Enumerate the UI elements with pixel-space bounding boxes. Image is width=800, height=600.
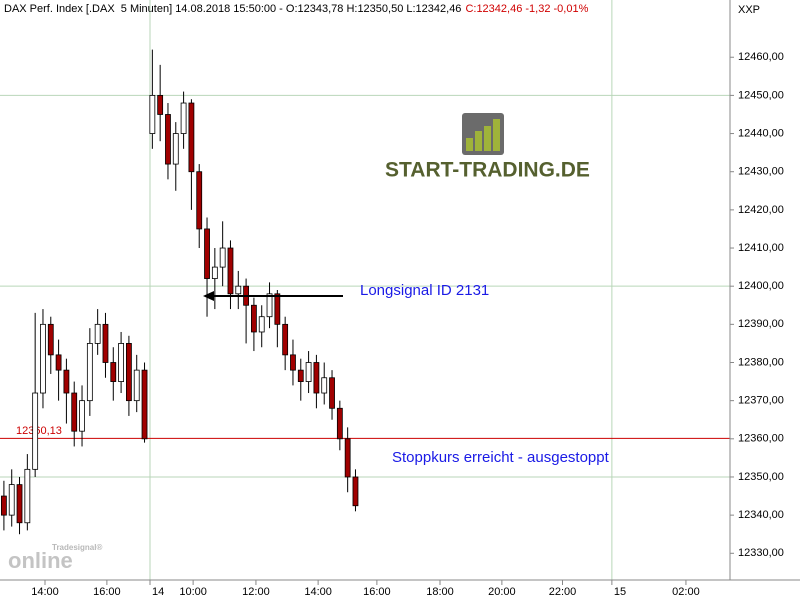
candle-body — [196, 171, 203, 230]
candle-body — [251, 304, 257, 333]
x-tick-label: 10:00 — [179, 586, 207, 598]
x-tick-label: 16:00 — [93, 586, 121, 598]
y-tick-label: 12400,00 — [738, 280, 784, 292]
candle-body — [211, 266, 218, 279]
logo-icon — [462, 113, 504, 155]
y-tick-label: 12380,00 — [738, 356, 784, 368]
x-tick-label: 22:00 — [549, 586, 577, 598]
y-tick-label: 12420,00 — [738, 204, 784, 216]
y-tick-label: 12430,00 — [738, 166, 784, 178]
candle-body — [16, 484, 23, 524]
logo-text: START-TRADING.DE — [385, 159, 590, 182]
candle-body — [71, 392, 78, 432]
candle-body — [274, 293, 281, 325]
candle-body — [165, 114, 171, 165]
candle-body — [172, 133, 179, 165]
x-tick-label: 14 — [152, 586, 164, 598]
candle-body — [1, 495, 7, 516]
reference-label: 12360,13 — [16, 425, 62, 437]
candle-body — [118, 343, 124, 382]
candle-body — [94, 323, 101, 344]
chart-title: DAX Perf. Index [.DAX 5 Minuten] 14.08.2… — [4, 3, 589, 15]
x-tick-label: 02:00 — [672, 586, 700, 598]
y-tick-label: 12360,00 — [738, 433, 784, 445]
x-tick-label: 14:00 — [304, 586, 332, 598]
candle-body — [79, 400, 85, 432]
x-tick-label: 15 — [614, 586, 626, 598]
candles: 12360,13 — [0, 49, 730, 535]
x-tick-label: 20:00 — [488, 586, 516, 598]
y-tick-label: 12390,00 — [738, 318, 784, 330]
candle-body — [258, 316, 265, 333]
candle-body — [204, 228, 210, 279]
y-tick-label: 12440,00 — [738, 127, 784, 139]
candle-body — [313, 362, 320, 394]
candle-body — [266, 293, 273, 318]
watermark: online — [8, 548, 73, 573]
x-tick-label: 18:00 — [426, 586, 454, 598]
candle-body — [282, 323, 289, 356]
candle-body — [157, 94, 164, 115]
candle-body — [352, 476, 359, 507]
candle-body — [110, 362, 117, 382]
y-tick-label: 12450,00 — [738, 89, 784, 101]
axis-label: XXP — [738, 4, 760, 16]
candle-body — [305, 362, 312, 382]
candle-body — [86, 343, 93, 402]
candle-body — [329, 377, 335, 409]
x-tick-label: 12:00 — [242, 586, 270, 598]
y-tick-label: 12350,00 — [738, 471, 784, 483]
candle-body — [227, 247, 234, 295]
candle-body — [55, 354, 62, 371]
arrow — [203, 291, 343, 301]
y-tick-label: 12410,00 — [738, 242, 784, 254]
candle-body — [32, 392, 39, 470]
candle-body — [297, 369, 304, 382]
x-tick-label: 16:00 — [363, 586, 391, 598]
y-tick-label: 12340,00 — [738, 509, 784, 521]
y-tick-label: 12330,00 — [738, 547, 784, 559]
candle-body — [47, 323, 54, 356]
candle-body — [235, 285, 242, 295]
candle-body — [141, 369, 148, 440]
candle-body — [336, 407, 343, 440]
title: DAX Perf. Index [.DAX 5 Minuten] 14.08.2… — [4, 3, 461, 15]
axes: 12330,00 12340,00 12350,00 12360,00 12370,00… — [31, 51, 784, 598]
candle-body — [63, 369, 70, 394]
watermark: Tradesignal® — [52, 543, 102, 552]
candle-body — [133, 369, 140, 402]
candle-body — [219, 247, 226, 268]
candle-body — [126, 343, 132, 402]
y-tick-label: 12460,00 — [738, 51, 784, 63]
y-tick-label: 12370,00 — [738, 395, 784, 407]
candle-body — [40, 323, 46, 394]
candle-body — [24, 468, 31, 524]
annotation: Longsignal ID 2131 — [360, 282, 489, 299]
subtitle: C:12342,46 -1,32 -0,01% — [465, 3, 588, 15]
candle-body — [102, 323, 109, 363]
candle-body — [149, 94, 156, 134]
x-tick-label: 14:00 — [31, 586, 59, 598]
candle-body — [188, 102, 195, 173]
annotation: Stoppkurs erreicht - ausgestoppt — [392, 449, 610, 466]
candle-body — [290, 354, 296, 371]
candle-body — [321, 377, 328, 394]
candle-body — [8, 484, 15, 516]
candle-body — [344, 438, 351, 478]
candle-body — [180, 102, 187, 134]
